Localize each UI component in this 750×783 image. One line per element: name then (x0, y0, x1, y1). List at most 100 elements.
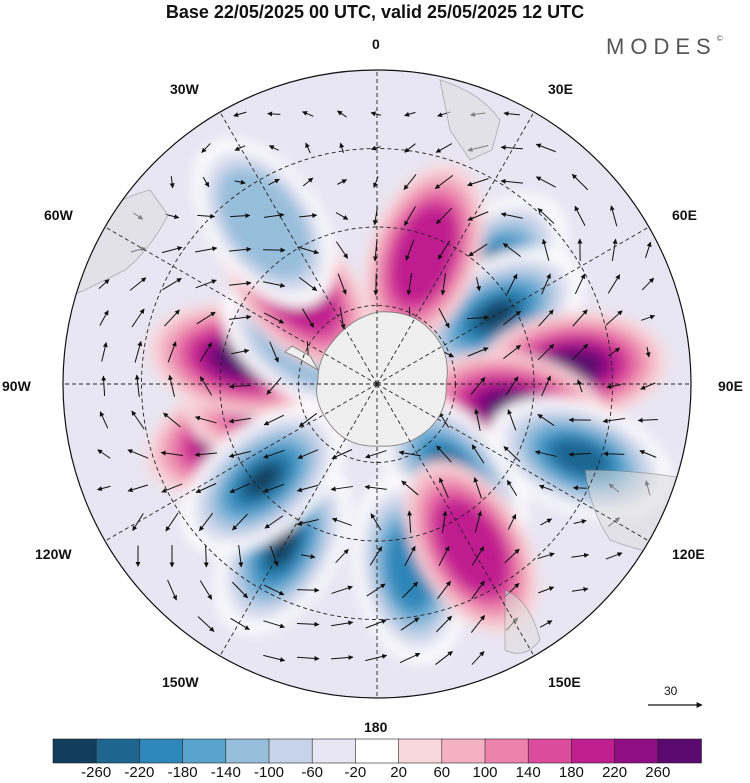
wind-arrow (203, 544, 209, 568)
lon-label-0: 0 (372, 36, 380, 52)
wind-arrow (165, 512, 179, 532)
wind-arrow (434, 174, 454, 190)
wind-arrow (269, 545, 279, 567)
wind-arrow (195, 483, 217, 493)
wind-arrow (302, 177, 314, 187)
colorbar-tick-label: -180 (167, 764, 198, 781)
wind-arrow (194, 452, 218, 458)
wind-arrow (473, 477, 482, 499)
wind-arrow (505, 376, 519, 396)
wind-arrow (507, 409, 517, 431)
wind-arrow (296, 621, 320, 627)
colorbar-swatch (398, 738, 443, 764)
wind-arrow (405, 239, 415, 261)
wind-arrow (471, 580, 485, 600)
wind-arrow (641, 277, 655, 291)
wind-arrow (230, 213, 251, 219)
wind-arrow (161, 483, 183, 493)
wind-arrow (645, 241, 652, 259)
wind-arrow (435, 143, 453, 153)
wind-arrow (99, 411, 109, 429)
meridian-line (104, 383, 378, 542)
wind-arrow (500, 212, 523, 219)
wind-arrow (607, 347, 621, 357)
wind-arrow (401, 480, 419, 496)
wind-arrow (263, 654, 286, 662)
wind-arrow (370, 111, 382, 117)
wind-arrow (264, 515, 284, 529)
wind-arrow (571, 586, 589, 592)
map-title: Base 22/05/2025 00 UTC, valid 25/05/2025… (165, 2, 585, 22)
wind-arrow (167, 579, 177, 601)
wind-arrow (435, 615, 453, 633)
wind-arrow (438, 308, 450, 329)
wind-arrow (572, 485, 587, 491)
wind-arrow (438, 545, 450, 567)
wind-arrow (540, 518, 553, 526)
wind-arrow (305, 142, 311, 154)
wind-arrow (571, 343, 589, 361)
wind-arrow (263, 449, 285, 459)
wind-arrow (400, 617, 420, 631)
wind-arrow (164, 309, 180, 327)
colorbar-swatch (614, 738, 659, 764)
wind-arrow (366, 583, 386, 597)
wind-arrow (297, 246, 320, 255)
brand-logo: MODES© (606, 34, 723, 59)
wind-arrow (500, 178, 523, 184)
meridian-line (376, 383, 650, 542)
wind-arrow (470, 615, 486, 633)
wind-arrow (296, 587, 320, 593)
parallel-circle (141, 148, 613, 620)
wind-arrow (502, 243, 521, 257)
wind-arrow (369, 546, 383, 566)
wind-arrow (331, 517, 352, 526)
colorbar-swatch (571, 738, 616, 764)
wind-arrow (263, 281, 286, 288)
wind-arrow (129, 277, 147, 291)
colorbar-swatch (225, 738, 270, 764)
wind-arrow (296, 519, 319, 526)
colorbar-tick-label: 60 (433, 764, 451, 781)
wind-arrow (576, 379, 583, 393)
wind-arrow (471, 444, 485, 464)
wind-arrow (641, 314, 656, 321)
wind-arrow (163, 412, 181, 428)
wind-arrow (436, 445, 452, 463)
wind-arrow (475, 277, 481, 292)
wind-arrow (168, 374, 175, 397)
lon-label-150e: 150E (548, 674, 581, 690)
wind-arrow (337, 179, 348, 185)
lon-label-90w: 90W (2, 378, 31, 394)
wind-arrow (535, 176, 556, 188)
colorbar-swatch (268, 738, 314, 764)
wind-arrow (298, 412, 318, 428)
wind-arrow (639, 450, 657, 458)
wind-arrow (228, 450, 251, 458)
wind-arrow (572, 309, 588, 327)
wind-arrow (262, 247, 286, 253)
graticule (63, 70, 691, 698)
wind-arrow (398, 450, 421, 457)
anomaly-contour (552, 439, 608, 476)
wind-arrow (571, 552, 590, 558)
wind-arrow (474, 408, 481, 431)
wind-arrow (500, 145, 523, 151)
wind-arrow (335, 212, 349, 220)
lon-label-180: 180 (364, 719, 388, 735)
wind-arrow (228, 417, 251, 424)
wind-arrow (474, 510, 483, 533)
wind-arrow (331, 620, 354, 627)
wind-arrow (234, 145, 246, 151)
wind-arrow (337, 110, 347, 118)
wind-arrow (370, 513, 382, 531)
wind-arrow (233, 111, 247, 118)
wind-arrow (264, 312, 285, 324)
wind-arrow (195, 246, 218, 253)
wind-arrow (607, 274, 621, 294)
wind-arrow (127, 484, 149, 493)
wind-arrow (267, 111, 281, 117)
wind-arrow (504, 548, 520, 564)
wind-arrow (301, 308, 315, 328)
colorbar-swatch (139, 738, 184, 764)
